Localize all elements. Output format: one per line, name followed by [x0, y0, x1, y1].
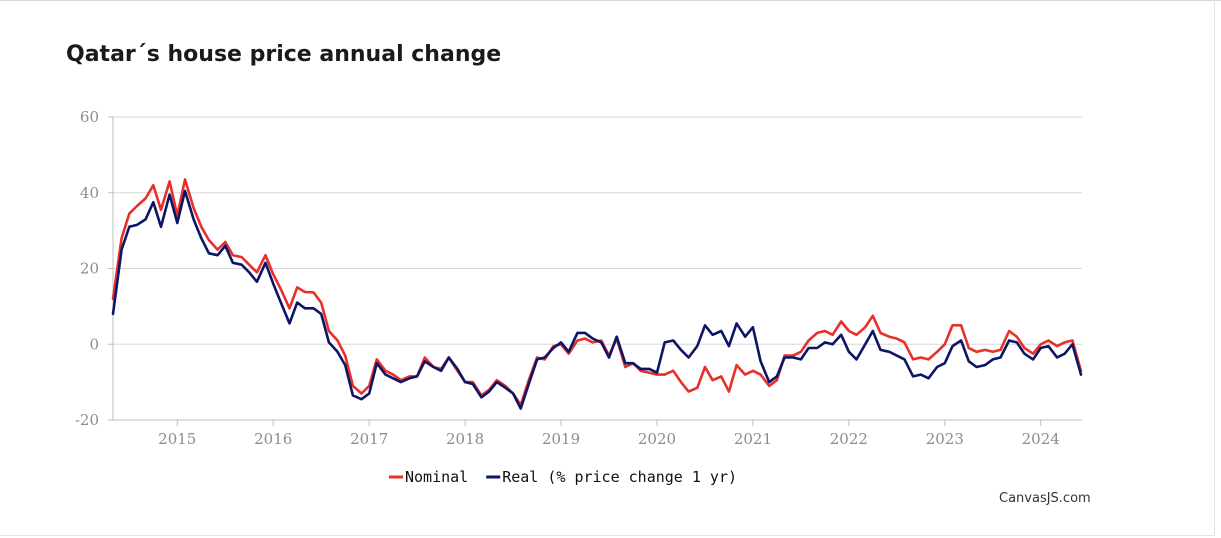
x-tick-label: 2023: [926, 430, 964, 448]
y-tick-label: 0: [89, 335, 99, 353]
legend-label: Nominal: [405, 468, 468, 486]
legend: Nominal Real (% price change 1 yr): [389, 468, 737, 486]
x-tick-label: 2017: [350, 430, 388, 448]
chart-credit[interactable]: CanvasJS.com: [999, 491, 1091, 506]
chart-title: Qatar´s house price annual change: [66, 42, 502, 67]
x-axis-ticks: 2015 2016 2017 2018 2019 2020 2021 2022 2023 2024: [158, 420, 1060, 448]
series-lines: [111, 178, 1083, 410]
x-tick-label: 2019: [542, 430, 580, 448]
legend-label: Real (% price change 1 yr): [502, 468, 737, 486]
series-line-real: [111, 189, 1083, 410]
top-rule: [0, 0, 1221, 1]
series-line-nominal: [111, 178, 1083, 407]
x-tick-label: 2018: [446, 430, 484, 448]
x-tick-label: 2021: [734, 430, 772, 448]
y-axis-ticks: 60 40 20 0 -20: [75, 108, 113, 429]
y-tick-label: 40: [80, 184, 99, 202]
x-tick-label: 2016: [254, 430, 292, 448]
legend-item-real: Real (% price change 1 yr): [486, 468, 737, 486]
legend-item-nominal: Nominal: [389, 468, 468, 486]
x-tick-label: 2024: [1022, 430, 1060, 448]
y-tick-label: 20: [80, 260, 99, 278]
x-tick-label: 2022: [830, 430, 868, 448]
x-tick-label: 2015: [158, 430, 196, 448]
x-tick-label: 2020: [638, 430, 676, 448]
y-tick-label: -20: [75, 411, 99, 429]
y-tick-label: 60: [80, 108, 99, 126]
